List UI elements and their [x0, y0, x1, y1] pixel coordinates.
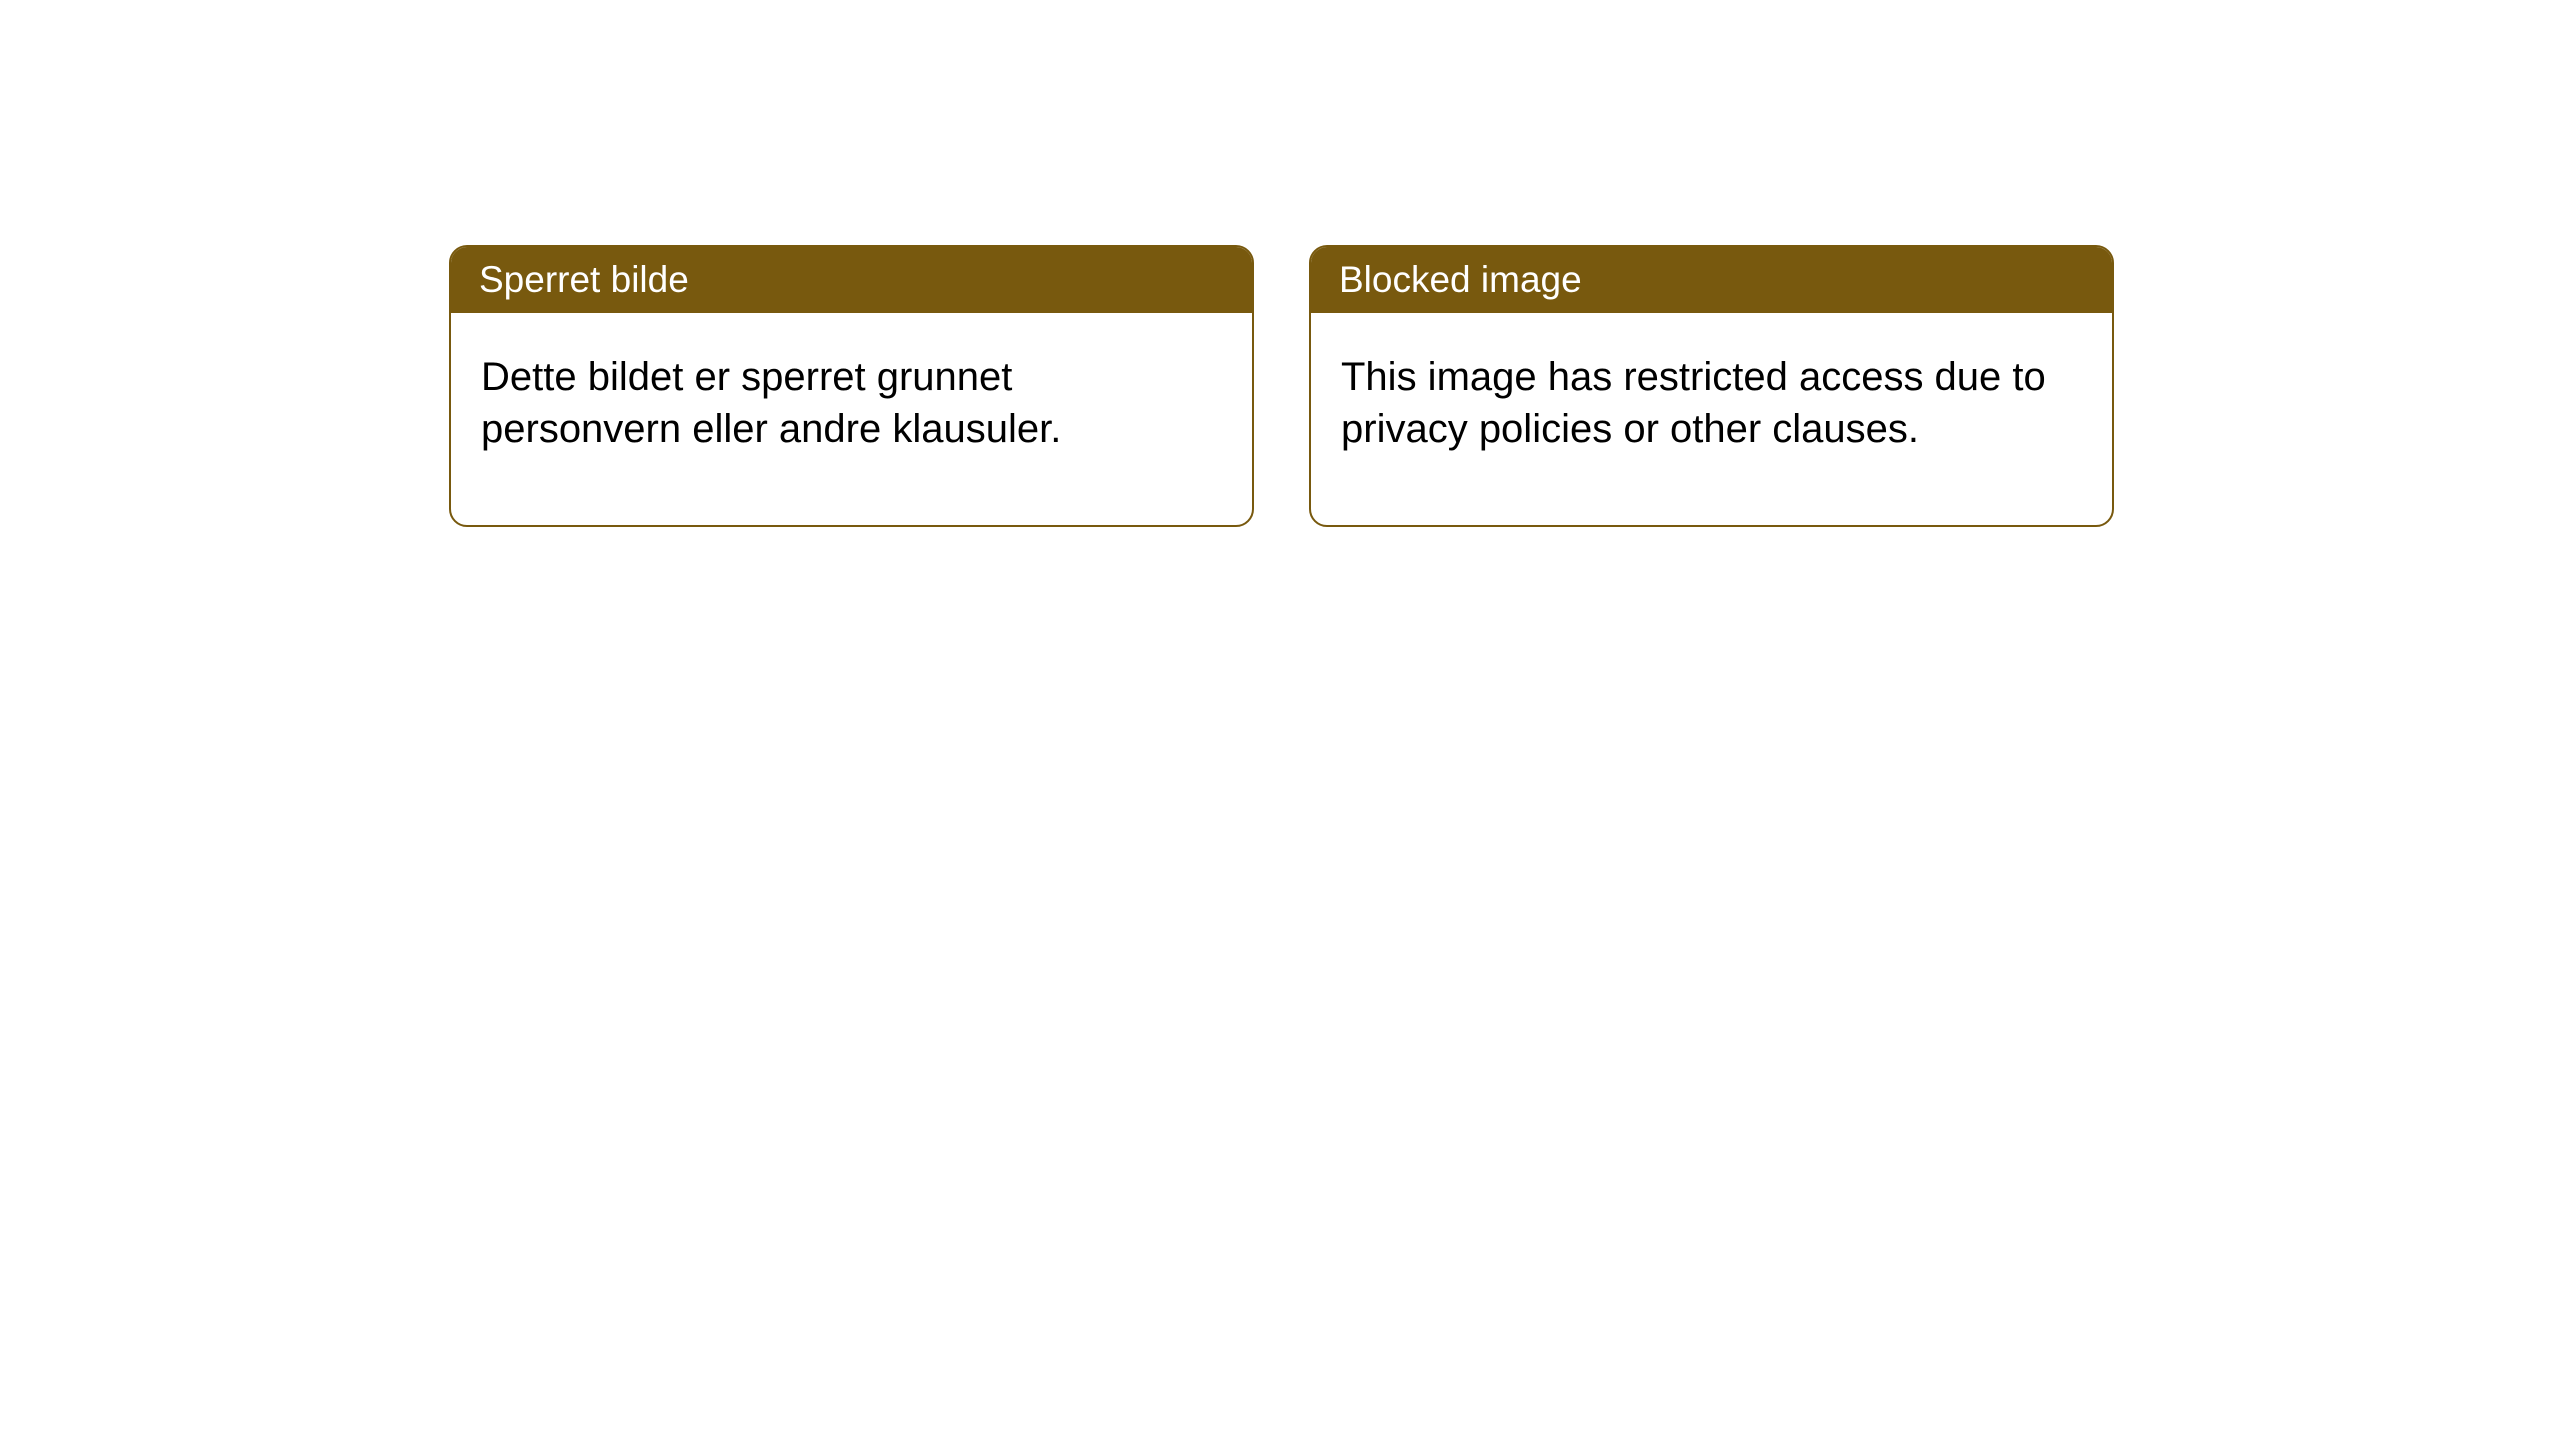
- card-header: Blocked image: [1311, 247, 2112, 313]
- card-title: Blocked image: [1339, 259, 1582, 300]
- card-title: Sperret bilde: [479, 259, 689, 300]
- card-message: This image has restricted access due to …: [1341, 355, 2046, 451]
- notice-container: Sperret bilde Dette bildet er sperret gr…: [0, 0, 2560, 527]
- notice-card-norwegian: Sperret bilde Dette bildet er sperret gr…: [449, 245, 1254, 527]
- card-body: This image has restricted access due to …: [1311, 313, 2112, 525]
- notice-card-english: Blocked image This image has restricted …: [1309, 245, 2114, 527]
- card-message: Dette bildet er sperret grunnet personve…: [481, 355, 1061, 451]
- card-body: Dette bildet er sperret grunnet personve…: [451, 313, 1252, 525]
- card-header: Sperret bilde: [451, 247, 1252, 313]
